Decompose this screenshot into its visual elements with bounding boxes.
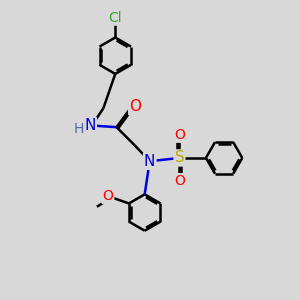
Text: Cl: Cl: [108, 11, 122, 25]
Text: S: S: [175, 150, 184, 165]
Text: O: O: [102, 189, 113, 203]
Text: N: N: [144, 154, 155, 169]
Text: H: H: [74, 122, 84, 136]
Text: O: O: [129, 99, 141, 114]
Text: O: O: [175, 128, 185, 142]
Text: O: O: [175, 174, 185, 188]
Text: N: N: [84, 118, 96, 133]
